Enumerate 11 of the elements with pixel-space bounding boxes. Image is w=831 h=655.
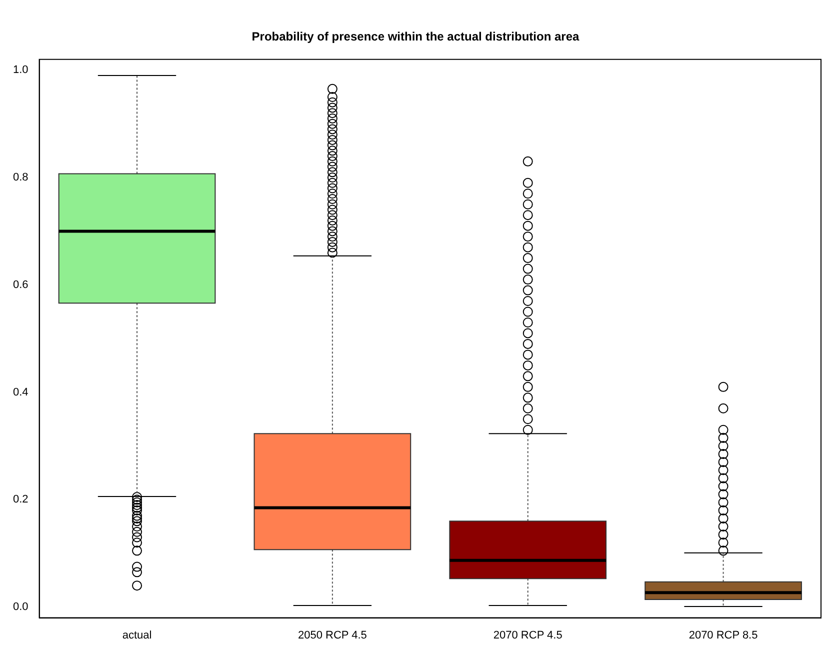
y-tick-label: 0.4	[12, 386, 28, 398]
y-tick-label: 0.6	[12, 278, 28, 291]
x-tick-label: 2070 RCP 8.5	[688, 629, 758, 642]
y-tick-label: 0.0	[12, 601, 28, 614]
x-tick-label: 2070 RCP 4.5	[493, 629, 562, 642]
x-tick-label: 2050 RCP 4.5	[298, 629, 367, 642]
y-tick-label: 1.0	[12, 64, 28, 76]
y-tick-label: 0.8	[12, 172, 28, 184]
y-tick-label: 0.2	[12, 494, 28, 506]
x-tick-label: actual	[122, 629, 152, 642]
chart-title: Probability of presence within the actual distribution area	[252, 30, 580, 44]
